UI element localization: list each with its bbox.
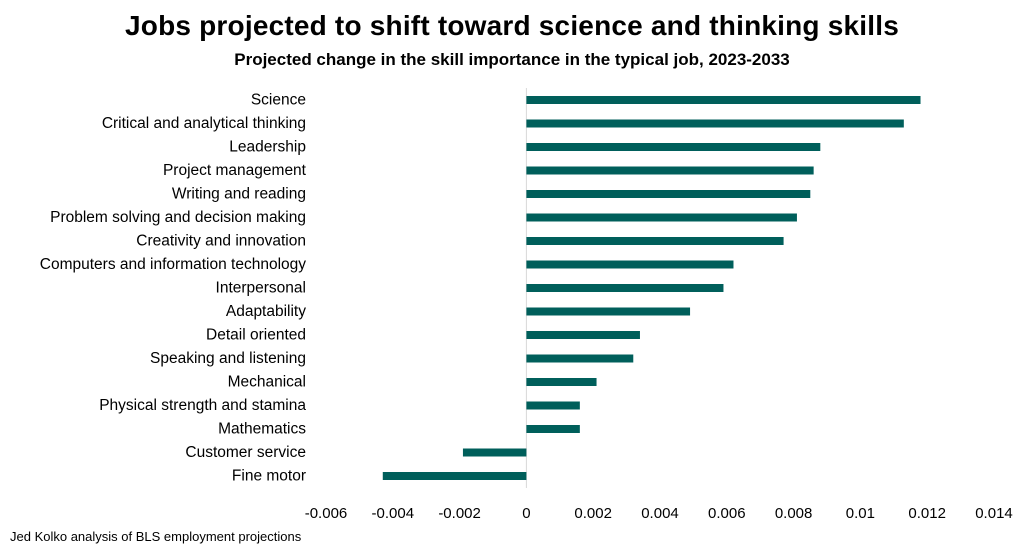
x-tick-label: 0 (522, 505, 530, 522)
category-label: Creativity and innovation (136, 233, 306, 250)
category-label: Speaking and listening (150, 350, 306, 367)
bar (526, 401, 580, 410)
bar (526, 190, 811, 198)
category-labels-group: Science Critical and analytical thinking L… (40, 92, 307, 485)
source-note: Jed Kolko analysis of BLS employment pro… (10, 529, 302, 544)
bar (526, 331, 640, 339)
category-label: Project management (163, 162, 307, 179)
category-label: Customer service (185, 444, 306, 461)
category-label: Adaptability (226, 303, 306, 320)
bar (526, 425, 580, 433)
category-label: Problem solving and decision making (50, 209, 306, 226)
bars-group (382, 96, 921, 480)
bar (526, 354, 634, 363)
x-tick-label: 0.012 (908, 505, 946, 522)
x-tick-label: 0.002 (574, 505, 612, 522)
bar (462, 448, 527, 457)
category-label: Computers and information technology (40, 256, 306, 273)
x-tick-label: -0.006 (305, 505, 348, 522)
x-tick-label: 0.01 (846, 505, 875, 522)
x-tick-label: 0.008 (775, 505, 813, 522)
bar (526, 143, 821, 151)
x-tick-label: 0.014 (975, 505, 1013, 522)
x-tick-labels-group: -0.006 -0.004 -0.002 0 0.002 0.004 0.006 0.008 0… (305, 505, 1013, 522)
category-label: Leadership (229, 139, 306, 156)
category-label: Mechanical (228, 374, 306, 391)
bar (526, 96, 921, 104)
bar (526, 237, 784, 245)
bar (526, 213, 797, 222)
bar (382, 472, 527, 480)
bar (526, 119, 904, 128)
category-label: Critical and analytical thinking (102, 115, 306, 132)
bar (526, 166, 814, 175)
bar (526, 378, 597, 386)
bar (526, 307, 691, 316)
bar (526, 260, 734, 269)
x-tick-label: 0.006 (708, 505, 746, 522)
x-tick-label: -0.004 (372, 505, 415, 522)
category-label: Interpersonal (216, 280, 306, 297)
chart-subtitle: Projected change in the skill importance… (234, 50, 790, 69)
x-tick-label: -0.002 (438, 505, 481, 522)
category-label: Physical strength and stamina (99, 397, 306, 414)
category-label: Science (251, 92, 306, 109)
bar (526, 284, 724, 292)
x-tick-label: 0.004 (641, 505, 679, 522)
category-label: Detail oriented (206, 327, 306, 344)
category-label: Mathematics (218, 421, 306, 438)
chart-title: Jobs projected to shift toward science a… (125, 10, 899, 41)
category-label: Writing and reading (172, 186, 306, 203)
category-label: Fine motor (232, 468, 306, 485)
